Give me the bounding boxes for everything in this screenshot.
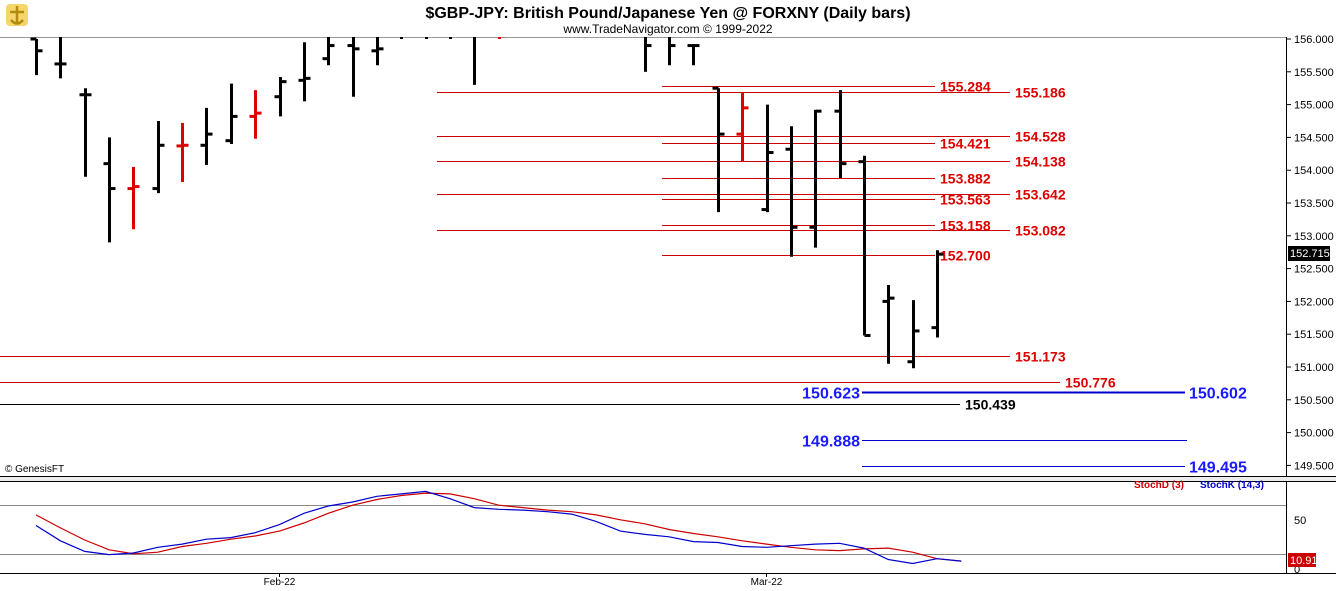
ohlc-bar: [809, 109, 822, 248]
ohlc-bar: [79, 88, 92, 177]
ohlc-bar: [712, 86, 725, 213]
resistance-label: 154.138: [1015, 154, 1066, 170]
stochastic-lines: [35, 490, 962, 565]
price-tick-label: 150.000: [1294, 428, 1334, 440]
target-label-left: 150.623: [802, 386, 860, 403]
ohlc-bar: [834, 90, 847, 179]
ohlc-bar: [473, 37, 476, 85]
copyright-label: © GenesisFT: [5, 464, 64, 475]
resistance-label: 153.158: [940, 218, 991, 234]
price-tick-label: 153.500: [1294, 198, 1334, 210]
time-tick-label: Feb-22: [264, 577, 296, 588]
chart-subtitle: www.TradeNavigator.com © 1999-2022: [562, 22, 772, 36]
ohlc-bar: [687, 44, 700, 66]
ohlc-bar: [668, 37, 676, 66]
ohlc-bar: [736, 92, 749, 162]
ohlc-bars: [30, 37, 944, 369]
ohlc-bar: [644, 37, 652, 72]
resistance-label: 153.642: [1015, 187, 1066, 203]
price-tick-label: 153.000: [1294, 231, 1334, 243]
tradenavigator-logo-icon: [6, 4, 28, 26]
ohlc-bar: [274, 77, 287, 117]
ohlc-bar: [200, 107, 213, 165]
ohlc-bar: [127, 166, 140, 230]
price-tick-label: 151.500: [1294, 329, 1334, 341]
last-price-badge: [1288, 246, 1330, 261]
ohlc-bar: [785, 126, 798, 257]
resistance-label: 153.563: [940, 192, 991, 208]
ohlc-bar: [225, 83, 238, 144]
ohlc-bar: [298, 42, 311, 102]
price-tick-label: 150.500: [1294, 395, 1334, 407]
time-tick-label: Mar-22: [751, 577, 783, 588]
chart-title: $GBP-JPY: British Pound/Japanese Yen @ F…: [425, 5, 910, 22]
ohlc-bar: [882, 285, 895, 364]
stochk-line: [35, 490, 962, 565]
price-tick-label: 155.000: [1294, 100, 1334, 112]
ohlc-bar: [249, 90, 262, 139]
price-tick-label: 156.000: [1294, 34, 1334, 46]
pivot-label: 150.439: [965, 397, 1016, 413]
resistance-label: 153.882: [940, 171, 991, 187]
ohlc-bar: [347, 37, 360, 97]
stochd-line: [35, 492, 962, 562]
ohlc-bar: [858, 155, 871, 338]
price-tick-label: 154.000: [1294, 165, 1334, 177]
target-label-right: 150.602: [1189, 386, 1247, 403]
stoch-last-value: 10.91: [1290, 555, 1318, 567]
ohlc-bar: [30, 37, 43, 76]
stochastic-grid: [0, 505, 1286, 555]
ohlc-bar: [931, 250, 944, 338]
level-labels: 155.284 155.186 154.528 154.421 154.138 153.8…: [802, 79, 1247, 477]
time-axis: Feb-22 Mar-22: [264, 573, 783, 588]
panel-splitter[interactable]: [0, 477, 1336, 481]
last-price-value: 152.715: [1290, 248, 1330, 260]
resistance-label: 150.776: [1065, 375, 1116, 391]
title-bar: [0, 0, 1336, 38]
resistance-label: 155.284: [940, 79, 991, 95]
ohlc-bar: [322, 37, 335, 66]
resistance-label: 152.700: [940, 248, 991, 264]
stoch-tick-0: 0: [1294, 564, 1300, 576]
ohlc-bar: [371, 37, 384, 66]
price-axis: 156.000 155.500 155.000 154.500 154.000 153.5…: [1286, 34, 1334, 472]
legend-stochd: StochD (3): [1134, 480, 1184, 491]
price-tick-label: 149.500: [1294, 460, 1334, 472]
legend-stochk: StochK (14,3): [1200, 480, 1264, 491]
resistance-label: 154.421: [940, 136, 991, 152]
ohlc-bar: [152, 121, 165, 194]
price-tick-label: 151.000: [1294, 362, 1334, 374]
ohlc-bar: [54, 37, 67, 79]
resistance-label: 154.528: [1015, 129, 1066, 145]
price-tick-label: 152.500: [1294, 264, 1334, 276]
resistance-label: 151.173: [1015, 349, 1066, 365]
ohlc-bar: [907, 300, 920, 369]
ohlc-bar: [176, 122, 189, 183]
resistance-label: 155.186: [1015, 85, 1066, 101]
stoch-last-badge: [1288, 553, 1316, 567]
ohlc-bar: [103, 137, 116, 243]
price-tick-label: 155.500: [1294, 67, 1334, 79]
stoch-tick-50: 50: [1294, 515, 1306, 527]
price-tick-label: 154.500: [1294, 132, 1334, 144]
price-tick-label: 152.000: [1294, 296, 1334, 308]
target-label-left: 149.888: [802, 434, 860, 451]
target-label-right: 149.495: [1189, 460, 1247, 477]
resistance-label: 153.082: [1015, 223, 1066, 239]
level-lines: [0, 86, 1187, 467]
ohlc-bar: [761, 104, 774, 213]
